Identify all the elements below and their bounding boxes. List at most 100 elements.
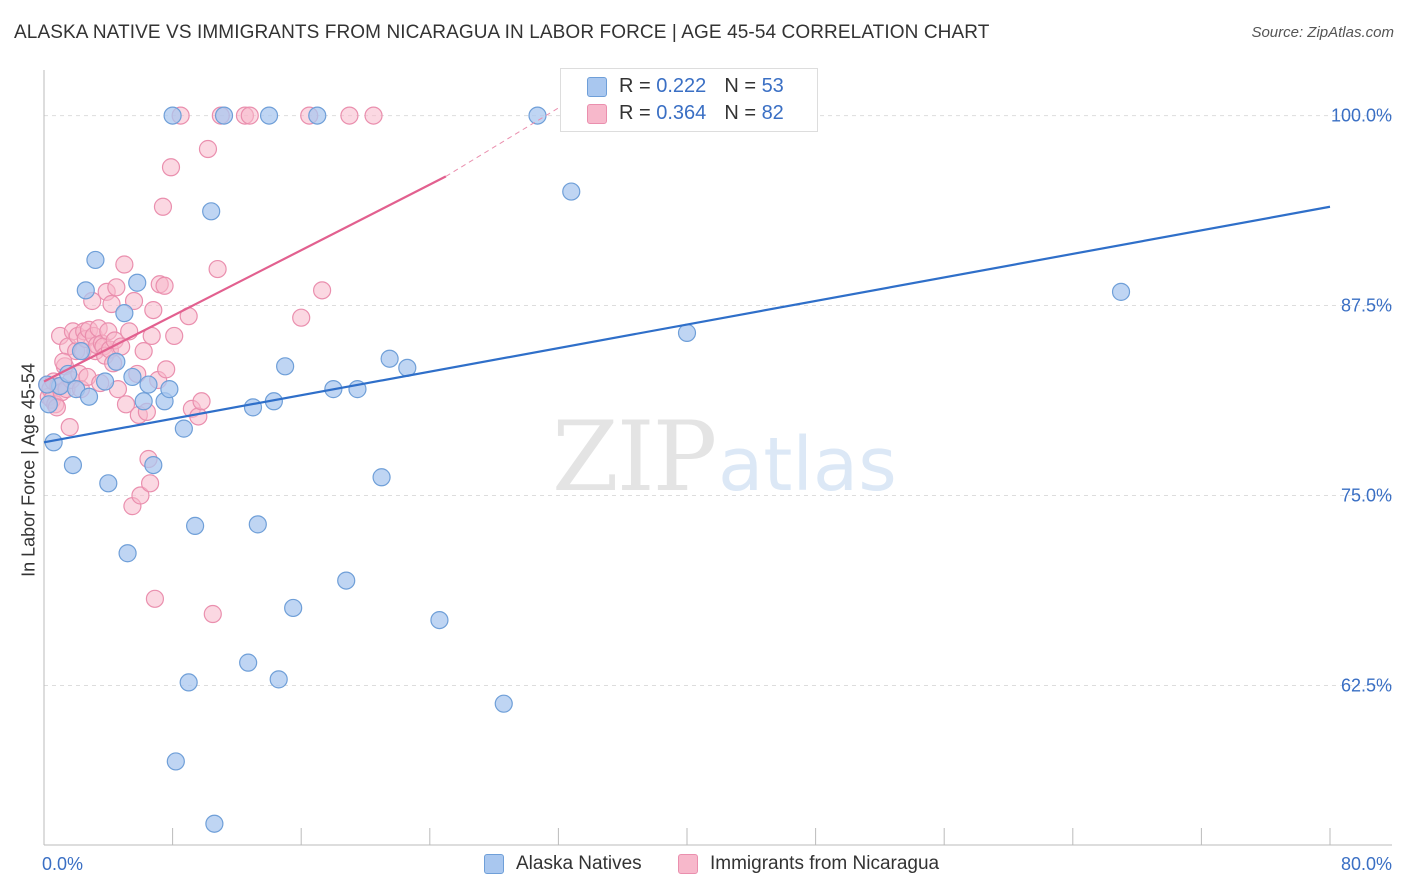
point-alaska-42 [372,468,391,487]
legend-n-value-nicaragua: 82 [761,102,784,124]
legend-n-value-alaska: 53 [761,75,784,97]
point-alaska-19 [144,455,163,475]
point-nicaragua-50 [134,342,153,361]
point-alaska-29 [214,106,234,125]
point-nicaragua-67 [189,407,208,426]
point-nicaragua-39 [107,278,126,297]
legend-swatch-alaska-bottom [484,854,504,874]
point-nicaragua-75 [292,308,311,327]
y-axis-label-wrap: In Labor Force | Age 45-54 [16,300,42,640]
point-alaska-40 [337,571,356,590]
point-alaska-17 [134,392,153,411]
y-tick-label-3: 100.0% [1331,106,1392,126]
point-nicaragua-63 [165,326,184,346]
legend-r-value-alaska: 0.222 [656,75,707,97]
legend-swatch-nicaragua [587,104,607,124]
point-nicaragua-69 [198,139,218,159]
point-alaska-30 [239,653,258,672]
point-alaska-14 [118,544,137,563]
point-alaska-10 [95,372,115,391]
point-nicaragua-61 [157,360,176,379]
point-alaska-52 [38,375,57,394]
legend-label-nicaragua: Immigrants from Nicaragua [710,853,940,874]
legend-r-label-nicaragua: R = [619,102,657,124]
series-nicaragua-points [38,106,383,624]
series-alaska-points [38,106,1131,833]
trend-line-nicaragua [43,175,447,383]
point-nicaragua-46 [124,291,144,311]
point-alaska-35 [269,670,288,689]
series-legend: Alaska Natives Immigrants from Nicaragua [0,850,1406,880]
point-alaska-3 [59,364,78,384]
stats-legend: R = 0.222 N = 53 R = 0.364 N = 82 [560,68,818,132]
legend-label-alaska: Alaska Natives [516,853,642,874]
point-nicaragua-78 [340,106,359,125]
y-axis-label: In Labor Force | Age 45-54 [18,363,39,577]
y-tick-label-1: 75.0% [1341,485,1392,505]
y-tick-label-0: 62.5% [1341,675,1392,695]
legend-text-alaska: R = 0.222 N = 53 [619,75,784,98]
point-nicaragua-12 [60,418,79,437]
legend-r-value-nicaragua: 0.364 [656,102,707,124]
point-alaska-7 [76,281,95,300]
point-alaska-48 [562,182,581,201]
point-alaska-9 [86,250,105,270]
chart-title: ALASKA NATIVE VS IMMIGRANTS FROM NICARAG… [14,22,990,43]
point-nicaragua-43 [116,395,136,414]
point-nicaragua-59 [153,197,173,216]
point-alaska-13 [115,304,134,323]
axes [43,70,1392,846]
point-alaska-45 [430,610,449,630]
point-alaska-47 [528,106,547,125]
point-nicaragua-53 [140,474,160,493]
point-alaska-27 [202,202,221,221]
point-nicaragua-60 [155,276,174,295]
legend-swatch-alaska [587,77,607,97]
legend-n-label-nicaragua: N = [724,102,762,124]
gridlines [44,115,1392,686]
point-nicaragua-71 [208,259,227,279]
point-alaska-22 [163,106,182,125]
point-nicaragua-74 [240,106,259,125]
point-alaska-51 [1111,282,1131,301]
point-nicaragua-77 [312,281,332,300]
point-nicaragua-42 [115,255,134,274]
point-alaska-15 [123,367,142,387]
trend-line-nicaragua-extension [445,107,559,177]
point-alaska-23 [166,752,185,771]
y-tick-label-2: 87.5% [1341,296,1392,316]
point-alaska-46 [494,694,513,713]
x-tick-label-0: 0.0% [42,854,83,874]
legend-text-nicaragua: R = 0.364 N = 82 [619,102,784,125]
point-alaska-33 [259,106,279,125]
point-alaska-25 [179,673,198,692]
point-alaska-49 [677,323,697,342]
point-alaska-21 [160,380,179,399]
point-nicaragua-79 [364,106,383,125]
point-alaska-24 [174,419,193,438]
point-nicaragua-56 [145,589,165,608]
legend-r-label-alaska: R = [619,75,657,97]
point-nicaragua-62 [161,158,181,177]
point-alaska-0 [39,395,58,414]
trend-lines [43,107,1331,444]
point-alaska-37 [284,598,303,618]
watermark: ZIP atlas [552,401,897,513]
point-alaska-26 [186,516,205,535]
point-alaska-18 [139,375,158,394]
point-nicaragua-36 [102,294,121,314]
point-alaska-38 [308,106,327,125]
x-tick-label-1: 80.0% [1341,854,1392,874]
chart-source: Source: ZipAtlas.com [1251,24,1394,41]
point-alaska-8 [79,387,99,406]
point-alaska-4 [63,455,83,475]
point-alaska-16 [128,273,147,292]
trend-line-alaska [43,205,1331,444]
point-alaska-43 [380,349,399,368]
point-nicaragua-70 [203,604,222,624]
point-nicaragua-68 [192,392,211,411]
point-nicaragua-55 [144,300,163,320]
legend-n-label-alaska: N = [724,75,762,97]
point-alaska-36 [276,357,295,376]
